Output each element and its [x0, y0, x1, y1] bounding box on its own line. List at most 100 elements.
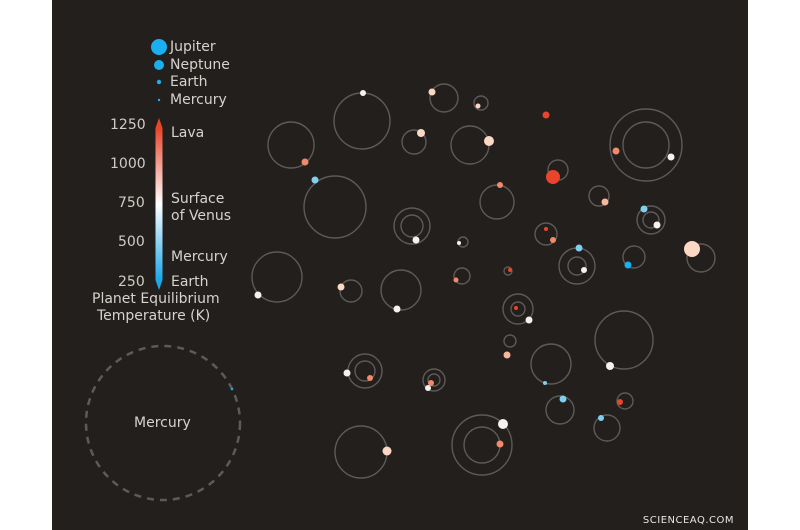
exoplanet [598, 415, 604, 421]
planetary-system [473, 95, 489, 111]
exoplanet [546, 170, 560, 184]
exoplanet [417, 129, 425, 137]
planetary-system [545, 395, 575, 425]
exoplanet [514, 306, 518, 310]
exoplanet [393, 305, 401, 313]
color-tick-1250: 1250 [110, 117, 146, 133]
exoplanet [453, 277, 459, 283]
exoplanet [601, 198, 609, 206]
orbit-ring [450, 125, 490, 165]
exoplanet [550, 237, 556, 243]
exoplanet [498, 419, 508, 429]
planetary-system [422, 368, 446, 392]
planetary-system [450, 125, 494, 165]
orbit-ring [642, 211, 660, 229]
mercury-reference-planet [230, 387, 234, 391]
planetary-system [502, 293, 534, 325]
orbit-ring [534, 222, 558, 246]
orbit-ring [401, 129, 427, 155]
orbit-ring [451, 414, 513, 476]
orbit-ring [686, 243, 716, 273]
orbit-ring [422, 368, 446, 392]
earth-size-dot [156, 79, 162, 85]
mercury-size-dot [157, 98, 161, 102]
planetary-system [451, 414, 513, 476]
planetary-system [393, 207, 431, 245]
orbit-ring [473, 95, 489, 111]
exoplanet [497, 182, 503, 188]
exoplanet [640, 205, 648, 213]
orbit-ring [380, 269, 422, 311]
color-scale-title-line1: Planet Equilibrium [92, 291, 220, 307]
planetary-system [401, 129, 427, 155]
planetary-system [503, 266, 513, 276]
orbit-ring [393, 207, 431, 245]
planetary-system [530, 343, 572, 385]
exoplanet [412, 236, 420, 244]
jupiter-size-dot [151, 39, 167, 55]
exoplanet [343, 369, 351, 377]
orbit-ring [609, 108, 683, 182]
orbit-ring [530, 343, 572, 385]
orbit-ring [503, 334, 517, 348]
planetary-system [588, 185, 610, 207]
planetary-system [622, 245, 646, 269]
orbit-ring [622, 245, 646, 269]
color-tick-250: 250 [118, 274, 145, 290]
planetary-system [609, 108, 683, 182]
orbit-ring [510, 301, 526, 317]
orbit-ring [622, 121, 670, 169]
exoplanet [575, 244, 583, 252]
planetary-system [503, 334, 517, 359]
exoplanet [612, 147, 620, 155]
legend-label-earth: Earth [170, 74, 208, 90]
color-tick-750: 750 [118, 195, 145, 211]
legend-label-mercury: Mercury [170, 92, 227, 108]
orbit-ring [429, 83, 459, 113]
planetary-system [636, 205, 666, 235]
orbit-ring [347, 353, 383, 389]
neptune-size-dot [154, 60, 164, 70]
orbit-ring [333, 92, 391, 150]
orbit-ring [636, 205, 666, 235]
planetary-system [534, 222, 558, 246]
exoplanet [367, 375, 373, 381]
planetary-system [428, 83, 459, 113]
exoplanet [544, 227, 548, 231]
exoplanet [542, 111, 550, 119]
exoplanet [617, 399, 623, 405]
temperature-gradient-bar [155, 128, 163, 280]
planetary-system [593, 414, 621, 442]
marker-label-earth: Earth [171, 274, 209, 290]
planetary-system [337, 279, 363, 303]
exoplanet [382, 446, 392, 456]
marker-label-mercury: Mercury [171, 249, 228, 265]
orbit-ring [453, 267, 471, 285]
planetary-system [343, 353, 383, 389]
legend-label-neptune: Neptune [170, 57, 230, 73]
diagram-panel: Jupiter Neptune Earth Mercury 1250 1000 … [52, 0, 748, 530]
color-bar-top-arrow [155, 118, 163, 128]
planetary-system [380, 269, 422, 313]
planetary-system [546, 159, 569, 184]
marker-label-surface-of-venus: Surface of Venus [171, 191, 232, 224]
exoplanet [428, 88, 436, 96]
size-legend [151, 39, 167, 102]
exoplanet [624, 261, 632, 269]
orbit-ring [545, 395, 575, 425]
orbit-ring [479, 184, 515, 220]
orbit-ring [502, 293, 534, 325]
orbit-ring [267, 121, 315, 169]
orbit-ring [588, 185, 610, 207]
color-tick-500: 500 [118, 234, 145, 250]
exoplanet [425, 385, 431, 391]
planetary-system [334, 425, 392, 479]
orbit-ring [463, 426, 501, 464]
color-tick-1000: 1000 [110, 156, 146, 172]
exoplanet [428, 380, 434, 386]
exoplanet-orbit-diagram [84, 39, 716, 502]
exoplanet [457, 241, 461, 245]
orbit-ring [354, 360, 376, 382]
orbit-ring [427, 373, 441, 387]
exoplanet [337, 283, 345, 291]
